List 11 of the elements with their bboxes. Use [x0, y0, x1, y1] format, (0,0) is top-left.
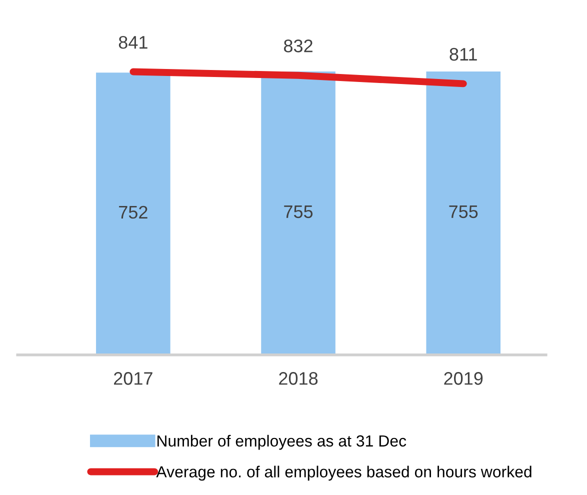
data-label: 755 [284, 205, 313, 218]
legend-label: Average no. of all employees based on hours worked [156, 466, 532, 481]
data-label: 755 [449, 205, 478, 218]
data-label: 811 [450, 48, 477, 61]
x-tick-label: 2019 [444, 372, 483, 385]
x-tick-label: 2017 [114, 372, 152, 385]
legend-label: Number of employees as at 31 Dec [157, 434, 406, 450]
data-label: 832 [284, 40, 312, 52]
data-label: 841 [118, 36, 148, 49]
data-label: 752 [119, 206, 148, 219]
x-tick-label: 2018 [279, 372, 318, 385]
